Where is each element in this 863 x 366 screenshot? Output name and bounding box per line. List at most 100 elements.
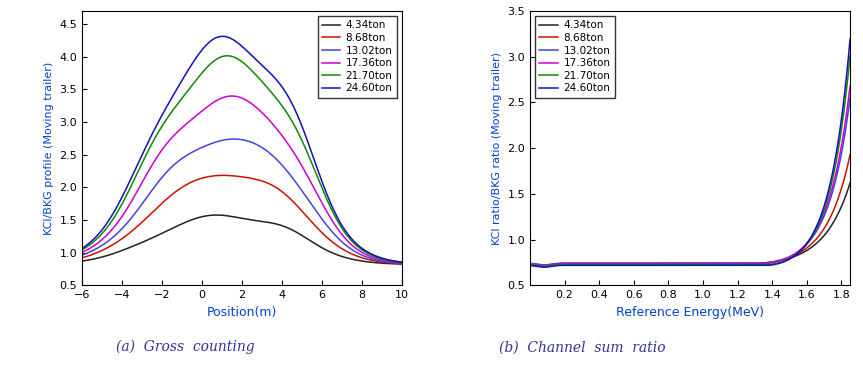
24.60ton [263,69,274,73]
13.02ton [397,261,407,265]
13.02ton [525,261,535,265]
24.60ton [845,37,855,41]
21.70ton [222,53,232,58]
13.02ton [229,137,239,141]
17.36ton [353,248,363,252]
17.36ton [768,260,778,265]
Line: 24.60ton: 24.60ton [82,36,402,262]
17.36ton [263,117,274,121]
24.60ton [801,242,811,247]
17.36ton [77,250,87,254]
8.68ton [525,262,535,266]
Line: 24.60ton: 24.60ton [530,39,850,267]
X-axis label: Reference Energy(MeV): Reference Energy(MeV) [616,306,764,319]
8.68ton [397,261,407,266]
17.36ton [97,238,107,242]
Line: 8.68ton: 8.68ton [82,175,402,264]
8.68ton [545,262,555,267]
8.68ton [768,259,778,264]
17.36ton [545,262,555,267]
4.34ton [525,262,535,267]
8.68ton [539,263,549,268]
24.60ton [729,263,740,268]
24.60ton [217,34,228,38]
4.34ton [281,225,292,229]
21.70ton [525,262,535,267]
8.68ton [263,181,274,186]
Y-axis label: KCl/BKG profile (Moving trailer): KCl/BKG profile (Moving trailer) [44,61,54,235]
17.36ton [227,94,237,98]
13.02ton [353,251,363,255]
13.02ton [263,150,274,154]
13.02ton [281,168,292,172]
Line: 21.70ton: 21.70ton [82,56,402,262]
4.34ton [720,262,730,266]
4.34ton [397,262,407,266]
24.60ton [768,262,778,267]
24.60ton [281,91,292,96]
8.68ton [729,261,740,266]
24.60ton [320,187,331,192]
4.34ton [539,264,549,268]
17.36ton [272,127,282,131]
Legend: 4.34ton, 8.68ton, 13.02ton, 17.36ton, 21.70ton, 24.60ton: 4.34ton, 8.68ton, 13.02ton, 17.36ton, 21… [318,16,397,98]
17.36ton [711,261,721,266]
21.70ton [272,97,282,101]
21.70ton [711,262,721,266]
4.34ton [77,259,87,263]
24.60ton [397,260,407,264]
24.60ton [525,264,535,268]
17.36ton [320,206,331,211]
8.68ton [720,261,730,266]
8.68ton [217,173,228,178]
8.68ton [845,153,855,157]
21.70ton [801,243,811,247]
21.70ton [545,264,555,268]
4.34ton [845,181,855,185]
13.02ton [729,261,740,265]
17.36ton [720,261,730,266]
4.34ton [211,213,222,217]
4.34ton [545,264,555,268]
4.34ton [272,222,282,226]
Text: (b)  Channel  sum  ratio: (b) Channel sum ratio [499,340,666,354]
17.36ton [281,139,292,143]
24.60ton [720,263,730,268]
13.02ton [801,243,811,247]
X-axis label: Position(m): Position(m) [207,306,277,319]
4.34ton [711,262,721,266]
13.02ton [545,262,555,266]
8.68ton [353,254,363,259]
21.70ton [353,244,363,249]
Line: 8.68ton: 8.68ton [530,155,850,265]
24.60ton [353,243,363,247]
17.36ton [729,261,740,266]
4.34ton [353,258,363,262]
Legend: 4.34ton, 8.68ton, 13.02ton, 17.36ton, 21.70ton, 24.60ton: 4.34ton, 8.68ton, 13.02ton, 17.36ton, 21… [535,16,614,98]
24.60ton [272,78,282,82]
Line: 17.36ton: 17.36ton [82,96,402,263]
17.36ton [801,242,811,246]
21.70ton [768,262,778,266]
21.70ton [320,193,331,198]
8.68ton [281,193,292,197]
24.60ton [97,228,107,232]
17.36ton [397,261,407,265]
8.68ton [711,261,721,266]
24.60ton [711,263,721,268]
Y-axis label: KCl ratio/BKG ratio (Moving trailer): KCl ratio/BKG ratio (Moving trailer) [492,52,502,245]
13.02ton [272,157,282,162]
13.02ton [539,263,549,267]
24.60ton [77,246,87,251]
21.70ton [397,260,407,265]
4.34ton [801,249,811,253]
4.34ton [263,220,274,224]
21.70ton [845,53,855,58]
4.34ton [768,260,778,264]
4.34ton [97,255,107,259]
24.60ton [539,265,549,269]
17.36ton [539,263,549,268]
13.02ton [77,253,87,257]
8.68ton [272,186,282,190]
8.68ton [97,249,107,253]
